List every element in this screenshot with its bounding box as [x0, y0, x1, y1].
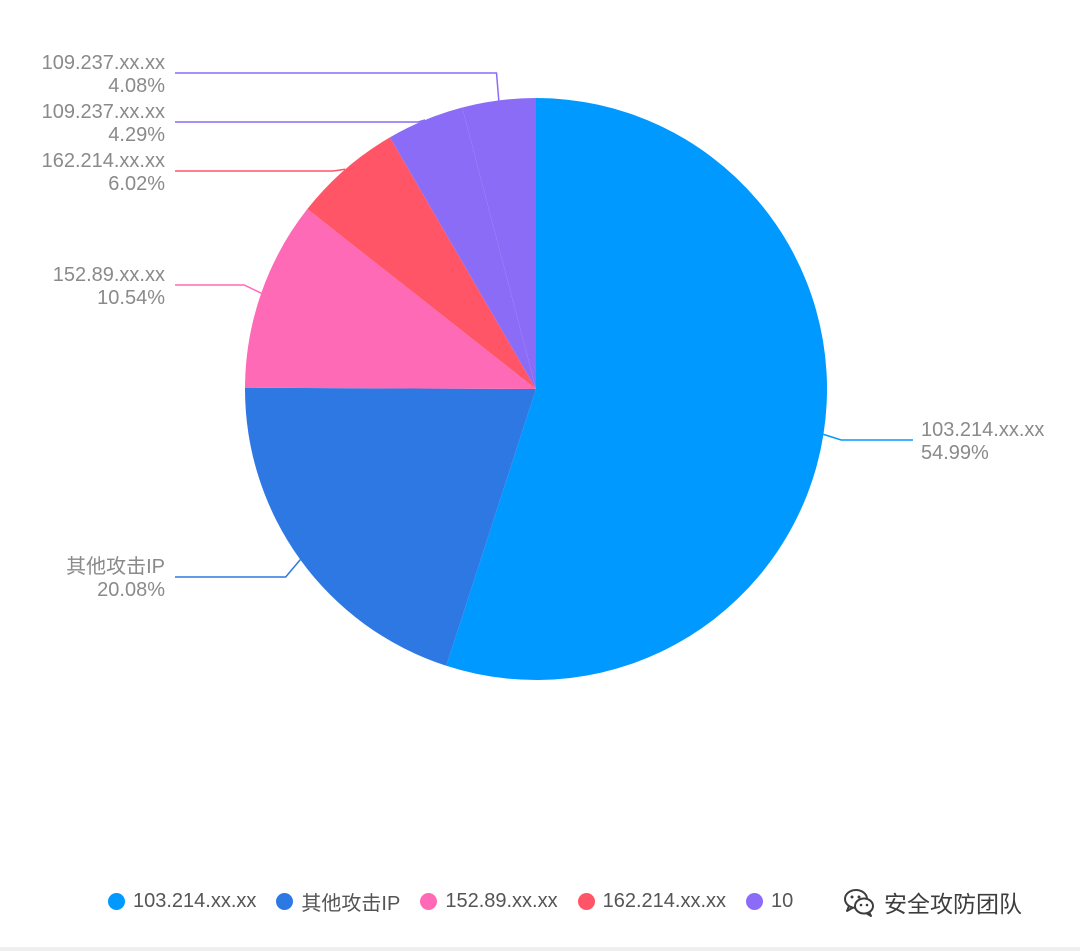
legend-item-109-237[interactable]: 10: [746, 890, 793, 913]
bottom-divider: [0, 947, 1080, 951]
leader-line: [175, 284, 262, 294]
leader-line: [175, 559, 301, 578]
legend-label: 152.89.xx.xx: [445, 889, 558, 912]
legend-item-other-ips[interactable]: 其他攻击IP: [276, 887, 400, 916]
leader-line: [823, 433, 913, 441]
legend-item-152-89[interactable]: 152.89.xx.xx: [420, 889, 558, 913]
slice-percent-label: 54.99%: [921, 442, 989, 464]
legend: 103.214.xx.xx 其他攻击IP 152.89.xx.xx 162.21…: [108, 885, 793, 917]
slice-label: 162.214.xx.xx: [42, 150, 165, 172]
pie-slice[interactable]: [307, 137, 536, 389]
legend-label: 10: [771, 889, 794, 912]
pie-slices: [244, 98, 828, 681]
legend-item-162-214[interactable]: 162.214.xx.xx: [577, 889, 727, 913]
legend-dot: [577, 892, 595, 910]
legend-label: 103.214.xx.xx: [133, 889, 257, 912]
slice-percent-label: 20.08%: [97, 579, 165, 601]
pie-slice[interactable]: [446, 98, 828, 681]
leader-lines: [175, 72, 913, 578]
legend-label: 162.214.xx.xx: [602, 889, 727, 912]
wechat-logo-icon: [844, 889, 874, 917]
watermark: 安全攻防团队: [842, 884, 1022, 920]
pie-slice[interactable]: [389, 107, 536, 389]
slice-label: 152.89.xx.xx: [53, 264, 165, 286]
watermark-text: 安全攻防团队: [884, 891, 1022, 917]
legend-dot: [108, 892, 125, 910]
slice-percent-label: 4.29%: [108, 124, 165, 146]
slice-percent-label: 4.08%: [108, 75, 165, 97]
legend-dot: [276, 892, 294, 910]
slice-label: 109.237.xx.xx: [42, 52, 165, 74]
slice-label: 109.237.xx.xx: [42, 101, 165, 123]
legend-dot: [420, 892, 438, 910]
pie-slice[interactable]: [462, 98, 536, 389]
pie-slice[interactable]: [245, 209, 536, 389]
pie-slice[interactable]: [244, 387, 536, 666]
legend-label: 其他攻击IP: [301, 892, 401, 915]
slice-percent-label: 6.02%: [108, 173, 165, 195]
slice-label: 103.214.xx.xx: [921, 419, 1044, 441]
slice-label: 其他攻击IP: [66, 555, 165, 578]
legend-item-103-214[interactable]: 103.214.xx.xx: [108, 890, 256, 913]
slice-percent-label: 10.54%: [97, 287, 165, 309]
leader-line: [175, 72, 500, 101]
leader-line: [175, 119, 426, 123]
leader-line: [175, 168, 346, 172]
legend-dot: [746, 892, 764, 910]
